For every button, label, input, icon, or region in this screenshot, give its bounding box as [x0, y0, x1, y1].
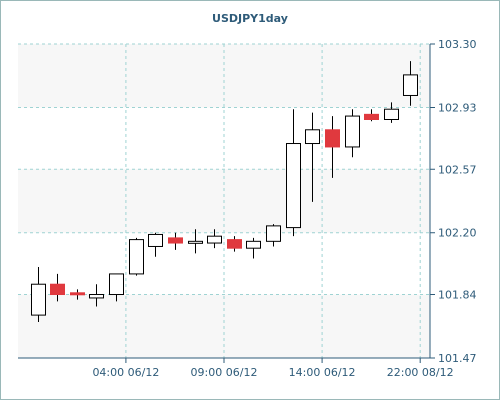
candle-body-up: [188, 240, 203, 244]
candle-body-up: [345, 115, 360, 148]
candle-body-up: [266, 225, 281, 242]
candle-body-up: [305, 129, 320, 145]
y-tick-label: 102.57: [438, 163, 477, 176]
candle-body-up: [207, 235, 222, 244]
candle-body-down: [227, 239, 242, 249]
candle-body-down: [70, 292, 85, 296]
candle-body-up: [384, 108, 399, 120]
candle-body-up: [148, 233, 163, 247]
candle-body-up: [109, 273, 124, 296]
candle-body-up: [31, 283, 46, 316]
x-tick-label: 09:00 06/12: [191, 366, 258, 379]
candle-body-down: [325, 129, 340, 148]
y-tick-label: 102.20: [438, 227, 477, 240]
x-tick-label: 14:00 06/12: [289, 366, 356, 379]
chart-title: USDJPY1day: [212, 12, 288, 25]
candle-body-up: [286, 143, 301, 229]
candle-body-up: [89, 294, 104, 299]
y-tick-label: 102.93: [438, 101, 477, 114]
candle-body-down: [168, 237, 183, 244]
x-tick-label: 22:00 08/12: [387, 366, 454, 379]
y-tick-label: 101.47: [438, 352, 477, 365]
candle-body-up: [129, 239, 144, 275]
candle-body-down: [364, 113, 379, 120]
candle-body-up: [403, 74, 418, 96]
x-tick-label: 04:00 06/12: [92, 366, 159, 379]
candle-body-down: [50, 283, 65, 296]
y-tick-label: 103.30: [438, 38, 477, 51]
candle-body-up: [246, 240, 261, 249]
y-tick-label: 101.84: [438, 289, 477, 302]
